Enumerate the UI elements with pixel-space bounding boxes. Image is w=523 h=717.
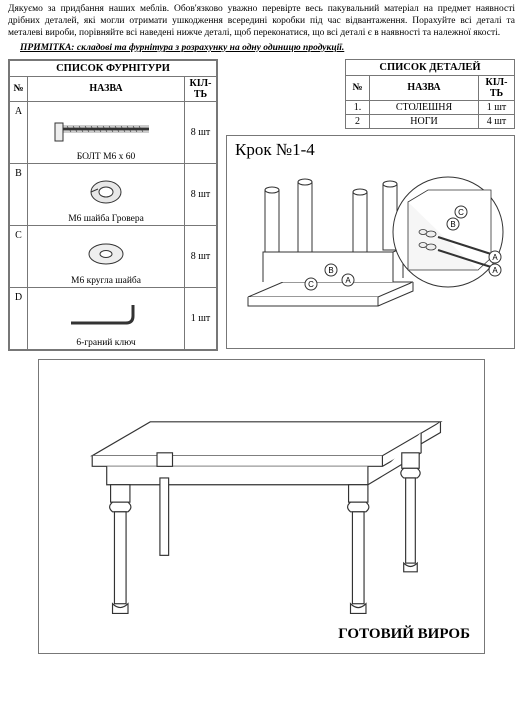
hw-row-c: C М6 кругла шайба 8 шт — [10, 225, 217, 287]
pt-2-name: НОГИ — [370, 114, 479, 128]
hardware-title: СПИСОК ФУРНІТУРИ — [10, 60, 217, 76]
svg-text:B: B — [328, 266, 333, 275]
note-text: ПРИМІТКА: складові та фурнітура з розрах… — [20, 43, 515, 53]
hw-row-b: B М6 шайба Гровера 8 шт — [10, 163, 217, 225]
svg-text:C: C — [308, 280, 314, 289]
pt-row-2: 2 НОГИ 4 шт — [346, 114, 515, 128]
parts-side: СПИСОК ДЕТАЛЕЙ № НАЗВА КІЛ-ТЬ 1. СТОЛЕШН… — [226, 59, 515, 349]
hw-c-name: М6 кругла шайба — [28, 276, 184, 286]
flat-washer-icon — [31, 233, 181, 279]
svg-text:A: A — [345, 276, 351, 285]
hw-d-img: 6-граний ключ — [28, 287, 185, 349]
hw-b-name: М6 шайба Гровера — [28, 214, 184, 224]
hardware-box: СПИСОК ФУРНІТУРИ № НАЗВА КІЛ-ТЬ A — [8, 59, 218, 351]
pt-2-qty: 4 шт — [479, 114, 515, 128]
final-box: ГОТОВИЙ ВИРОБ — [38, 359, 485, 654]
pt-1-no: 1. — [346, 100, 370, 114]
hw-d-qty: 1 шт — [185, 287, 217, 349]
hw-d-id: D — [10, 287, 28, 349]
svg-text:A: A — [492, 253, 498, 262]
pt-col-qty: КІЛ-ТЬ — [479, 75, 515, 100]
hw-a-img: БОЛТ М6 х 60 — [28, 101, 185, 163]
hw-c-qty: 8 шт — [185, 225, 217, 287]
hw-a-name: БОЛТ М6 х 60 — [28, 152, 184, 162]
hw-a-qty: 8 шт — [185, 101, 217, 163]
hw-c-id: C — [10, 225, 28, 287]
top-row: СПИСОК ФУРНІТУРИ № НАЗВА КІЛ-ТЬ A — [8, 59, 515, 351]
pt-row-1: 1. СТОЛЕШНЯ 1 шт — [346, 100, 515, 114]
parts-table: СПИСОК ДЕТАЛЕЙ № НАЗВА КІЛ-ТЬ 1. СТОЛЕШН… — [345, 59, 515, 129]
hw-col-no: № — [10, 76, 28, 101]
pt-1-qty: 1 шт — [479, 100, 515, 114]
hw-a-id: A — [10, 101, 28, 163]
hw-c-img: М6 кругла шайба — [28, 225, 185, 287]
hw-d-name: 6-граний ключ — [28, 338, 184, 348]
hardware-table: СПИСОК ФУРНІТУРИ № НАЗВА КІЛ-ТЬ A — [9, 60, 217, 350]
parts-title: СПИСОК ДЕТАЛЕЙ — [346, 59, 515, 75]
hw-b-qty: 8 шт — [185, 163, 217, 225]
pt-2-no: 2 — [346, 114, 370, 128]
hw-col-name: НАЗВА — [28, 76, 185, 101]
svg-text:C: C — [458, 208, 464, 217]
hex-key-icon — [31, 295, 181, 341]
hw-b-img: М6 шайба Гровера — [28, 163, 185, 225]
svg-text:B: B — [450, 220, 455, 229]
hw-row-d: D 6-граний ключ 1 шт — [10, 287, 217, 349]
final-label: ГОТОВИЙ ВИРОБ — [338, 626, 470, 643]
step-title: Крок №1-4 — [235, 140, 315, 160]
pt-1-name: СТОЛЕШНЯ — [370, 100, 479, 114]
hw-col-qty: КІЛ-ТЬ — [185, 76, 217, 101]
hw-row-a: A БОЛТ М6 х 60 8 шт — [10, 101, 217, 163]
intro-text: Дякуємо за придбання наших меблів. Обов'… — [8, 4, 515, 40]
pt-col-name: НАЗВА — [370, 75, 479, 100]
pt-col-no: № — [346, 75, 370, 100]
spring-washer-icon — [31, 171, 181, 217]
final-table-drawing — [39, 360, 484, 653]
step-box: Крок №1-4 — [226, 135, 515, 349]
hw-b-id: B — [10, 163, 28, 225]
bolt-icon — [31, 109, 181, 155]
assembly-step-diagram: B A C — [233, 142, 508, 342]
svg-text:A: A — [492, 266, 498, 275]
